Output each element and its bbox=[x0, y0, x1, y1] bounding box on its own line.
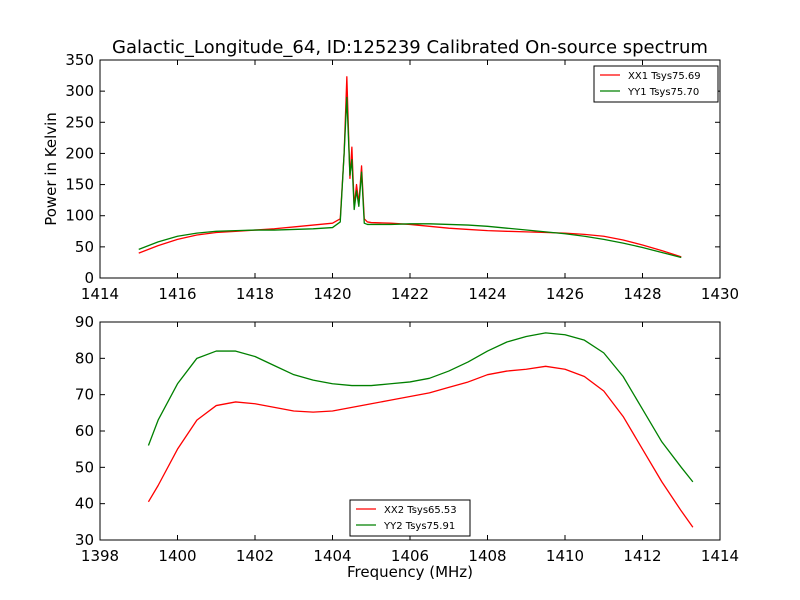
top-y-tick-label: 150 bbox=[65, 176, 94, 194]
bottom-x-tick-label: 1408 bbox=[468, 547, 506, 565]
bottom-y-tick-label: 70 bbox=[75, 386, 94, 404]
top-x-tick-label: 1416 bbox=[158, 285, 196, 303]
top-y-tick-label: 300 bbox=[65, 82, 94, 100]
top-plot: 1414 1416 1418 1420 1422 1424 1426 1428 1430 0 50 1… bbox=[65, 51, 739, 303]
bottom-y-tick-label: 50 bbox=[75, 458, 94, 476]
top-series-line-1 bbox=[138, 96, 682, 259]
bottom-y-tick-label: 90 bbox=[75, 313, 94, 331]
top-y-tick-label: 50 bbox=[75, 238, 94, 256]
bottom-legend-label-1: YY2 Tsys75.91 bbox=[383, 521, 455, 532]
top-legend: XX1 Tsys75.69 YY1 Tsys75.70 bbox=[593, 65, 719, 103]
bottom-legend-box bbox=[349, 499, 471, 537]
bottom-legend: XX2 Tsys65.53 YY2 Tsys75.91 bbox=[349, 499, 471, 537]
bottom-y-tick-label: 30 bbox=[75, 531, 94, 549]
top-x-tick-label: 1430 bbox=[701, 285, 739, 303]
top-legend-label-0: XX1 Tsys75.69 bbox=[628, 71, 701, 82]
bottom-y-tick-label: 40 bbox=[75, 495, 94, 513]
bottom-y-tick-label: 60 bbox=[75, 422, 94, 440]
bottom-x-tick-label: 1412 bbox=[623, 547, 661, 565]
bottom-x-tick-label: 1414 bbox=[701, 547, 739, 565]
bottom-x-tick-label: 1402 bbox=[236, 547, 274, 565]
top-x-tick-label: 1420 bbox=[313, 285, 351, 303]
bottom-x-tick-label: 1406 bbox=[391, 547, 429, 565]
top-legend-label-1: YY1 Tsys75.70 bbox=[627, 87, 699, 98]
top-y-tick-label: 350 bbox=[65, 51, 94, 69]
top-x-tick-label: 1424 bbox=[468, 285, 506, 303]
bottom-x-tick-label: 1404 bbox=[313, 547, 351, 565]
top-y-axis-label: Power in Kelvin bbox=[42, 112, 60, 226]
top-x-tick-label: 1418 bbox=[236, 285, 274, 303]
bottom-x-tick-label: 1398 bbox=[81, 547, 119, 565]
top-y-tick-label: 0 bbox=[84, 269, 94, 287]
top-legend-box bbox=[593, 65, 719, 103]
bottom-series-line-0 bbox=[147, 365, 694, 528]
top-x-tick-label: 1426 bbox=[546, 285, 584, 303]
top-y-tick-label: 100 bbox=[65, 207, 94, 225]
bottom-y-tick-label: 80 bbox=[75, 349, 94, 367]
bottom-series-line-1 bbox=[147, 332, 694, 483]
bottom-plot: 1398 1400 1402 1404 1406 1408 1410 1412 1414 30 40… bbox=[75, 313, 739, 565]
bottom-x-tick-label: 1410 bbox=[546, 547, 584, 565]
top-x-tick-label: 1422 bbox=[391, 285, 429, 303]
bottom-legend-label-0: XX2 Tsys65.53 bbox=[384, 505, 457, 516]
top-x-tick-label: 1414 bbox=[81, 285, 119, 303]
bottom-x-axis-label: Frequency (MHz) bbox=[347, 563, 473, 581]
chart-title: Galactic_Longitude_64, ID:125239 Calibra… bbox=[112, 37, 708, 58]
top-y-tick-label: 250 bbox=[65, 113, 94, 131]
bottom-x-tick-label: 1400 bbox=[158, 547, 196, 565]
top-x-tick-label: 1428 bbox=[623, 285, 661, 303]
top-y-tick-label: 200 bbox=[65, 144, 94, 162]
